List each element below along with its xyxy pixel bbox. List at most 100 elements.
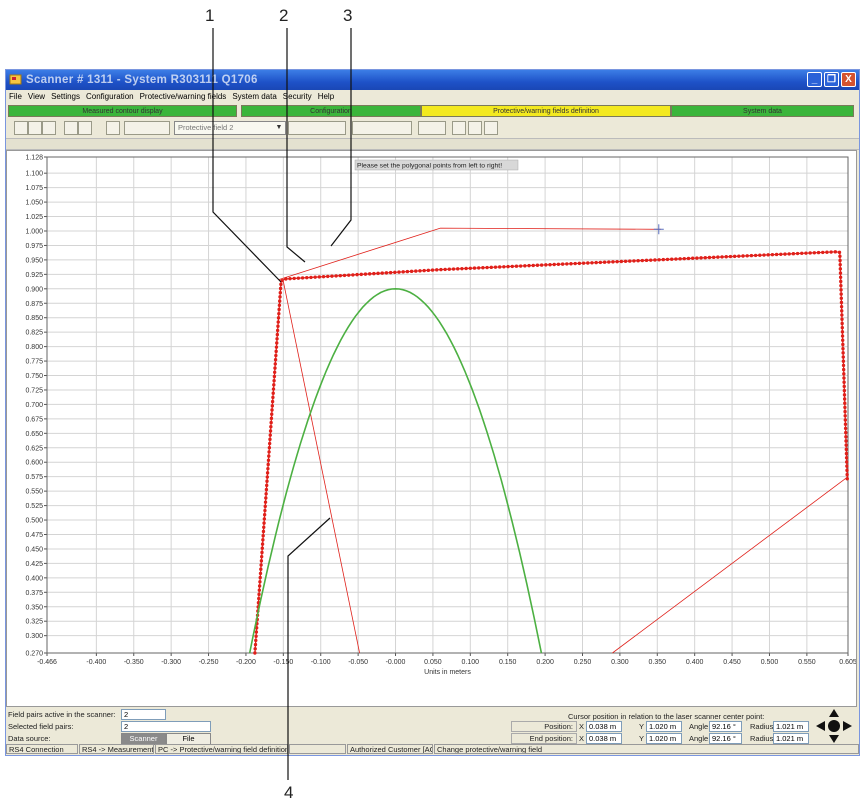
field-select-value: Protective field 2 <box>178 123 234 132</box>
undo-icon[interactable] <box>484 121 498 135</box>
main-tabs: Measured contour display Configuration P… <box>8 105 856 118</box>
hint-box <box>354 159 519 171</box>
y-tick-label: 0.975 <box>25 243 43 250</box>
arrow-right-icon[interactable] <box>843 721 852 731</box>
toolbar: Protective field 2 ▼ <box>6 118 859 138</box>
x-tick-label: -0.100 <box>311 659 331 666</box>
save-icon[interactable] <box>468 121 482 135</box>
y-tick-label: 0.900 <box>25 286 43 293</box>
x-tick-label: 0.500 <box>761 659 779 666</box>
field-list-icon[interactable] <box>418 121 446 135</box>
y-tick-label: 0.750 <box>25 373 43 380</box>
zoom-fit-icon[interactable] <box>42 121 56 135</box>
menu-view[interactable]: View <box>27 92 46 101</box>
tab-protective-warning-fields-definition[interactable]: Protective/warning fields definition <box>421 105 671 117</box>
tab-configuration[interactable]: Configuration <box>241 105 421 117</box>
menu-configuration[interactable]: Configuration <box>86 92 134 101</box>
y-tick-label: 0.625 <box>25 445 43 452</box>
menu-help[interactable]: Help <box>317 92 335 101</box>
end-angle-label: Angle <box>689 734 709 743</box>
app-icon <box>9 74 22 85</box>
title-bar[interactable]: Scanner # 1311 - System R303111 Q1706 _ … <box>6 70 859 90</box>
y-tick-label: 0.700 <box>25 402 43 409</box>
x-tick-label: 0.400 <box>686 659 704 666</box>
end-radius-field: 1.021 m <box>773 733 809 744</box>
x-tick-label: -0.466 <box>37 659 57 666</box>
menu-file[interactable]: File <box>9 92 22 101</box>
callout-2: 2 <box>279 6 289 25</box>
x-tick-label: 0.450 <box>723 659 741 666</box>
center-icon[interactable] <box>828 720 840 732</box>
x-tick-label: 0.300 <box>611 659 629 666</box>
x-tick-label: -0.200 <box>236 659 256 666</box>
field-edge-line-1 <box>278 227 662 280</box>
arrow-down-icon[interactable] <box>829 735 839 743</box>
y-tick-label: 1.000 <box>25 228 43 235</box>
y-tick-label: 0.600 <box>25 460 43 467</box>
field-pairs-input[interactable]: 2 <box>121 709 166 720</box>
y-tick-label: 0.875 <box>25 301 43 308</box>
menu-protective-warning-fields[interactable]: Protective/warning fields <box>139 92 227 101</box>
zoom-out-icon[interactable] <box>28 121 42 135</box>
x-tick-label: -0.050 <box>348 659 368 666</box>
x-tick-label: -0.250 <box>199 659 219 666</box>
status-measurement: RS4 -> Measurement m <box>79 744 154 754</box>
polygon-tool-icon[interactable] <box>352 121 412 135</box>
menu-security[interactable]: Security <box>282 92 312 101</box>
arrow-left-icon[interactable] <box>816 721 825 731</box>
x-tick-label: 0.250 <box>574 659 592 666</box>
position-angle-field: 92.16 ° <box>709 721 742 732</box>
position-y-label: Y <box>639 722 645 731</box>
y-tick-label: 0.800 <box>25 344 43 351</box>
end-y-label: Y <box>639 734 645 743</box>
y-tick-label: 1.025 <box>25 214 43 221</box>
y-tick-label: 0.775 <box>25 359 43 366</box>
y-tick-label: 0.400 <box>25 575 43 582</box>
end-radius-label: Radius <box>750 734 774 743</box>
minimize-button[interactable]: _ <box>807 72 822 87</box>
x-tick-label: 0.050 <box>424 659 442 666</box>
navigation-arrows[interactable] <box>814 708 854 744</box>
field-pairs-label: Field pairs active in the scanner: <box>8 710 116 719</box>
field-edit-icon[interactable] <box>124 121 170 135</box>
selected-field-pairs-input[interactable]: 2 <box>121 721 211 732</box>
y-tick-label: 0.925 <box>25 272 43 279</box>
position-x-label: X <box>579 722 585 731</box>
field-select[interactable]: Protective field 2 ▼ <box>174 121 286 135</box>
y-tick-label: 0.300 <box>25 633 43 640</box>
cursor-position-title: Cursor position in relation to the laser… <box>568 712 765 721</box>
callout-3: 3 <box>343 6 353 25</box>
end-angle-field: 92.16 ° <box>709 733 742 744</box>
y-tick-label: 0.825 <box>25 330 43 337</box>
delete-icon[interactable] <box>452 121 466 135</box>
maximize-button[interactable]: ❐ <box>824 72 839 87</box>
open-icon[interactable] <box>78 121 92 135</box>
y-tick-label: 0.850 <box>25 315 43 322</box>
y-tick-label: 1.050 <box>25 200 43 207</box>
y-tick-label: 0.575 <box>25 474 43 481</box>
end-position-label: End position: <box>511 733 577 744</box>
tab-system-data[interactable]: System data <box>671 105 854 117</box>
close-button[interactable]: X <box>841 72 856 87</box>
bottom-panel: Field pairs active in the scanner: 2 Sel… <box>6 708 859 745</box>
arrow-up-icon[interactable] <box>829 709 839 717</box>
tab-measured-contour-display[interactable]: Measured contour display <box>8 105 237 117</box>
status-user-level: Authorized Customer [AC] <box>347 744 433 754</box>
menu-system-data[interactable]: System data <box>232 92 277 101</box>
field-edge-line-2 <box>282 281 360 654</box>
y-tick-label: 0.325 <box>25 619 43 626</box>
menu-settings[interactable]: Settings <box>51 92 80 101</box>
line-tool-icon[interactable] <box>288 121 346 135</box>
y-tick-label: 1.128 <box>25 155 43 162</box>
y-tick-label: 0.270 <box>25 651 43 658</box>
scanner-icon[interactable] <box>106 121 120 135</box>
print-icon[interactable] <box>64 121 78 135</box>
chevron-down-icon[interactable]: ▼ <box>275 124 283 131</box>
status-pc-mode: PC -> Protective/warning field definitio… <box>155 744 288 754</box>
selected-field-pairs-label: Selected field pairs: <box>8 722 74 731</box>
zoom-in-icon[interactable] <box>14 121 28 135</box>
field-chart-area[interactable]: -0.466 -0.400 -0.350 -0.300 -0.250 -0.200 -0.1… <box>6 150 857 707</box>
y-tick-label: 0.675 <box>25 416 43 423</box>
y-tick-label: 0.725 <box>25 387 43 394</box>
field-chart[interactable]: -0.466 -0.400 -0.350 -0.300 -0.250 -0.200 -0.1… <box>7 151 856 706</box>
